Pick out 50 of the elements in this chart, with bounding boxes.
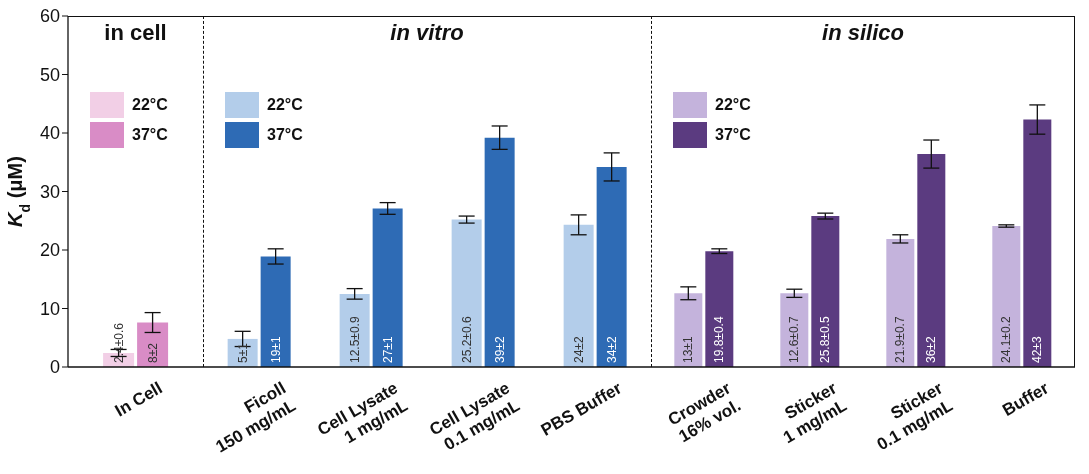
data-label: 25.2±0.6 bbox=[459, 316, 474, 363]
y-tick-label: 50 bbox=[39, 64, 60, 85]
bar bbox=[260, 256, 291, 367]
data-label: 19.8±0.4 bbox=[712, 316, 727, 363]
data-label: 36±2 bbox=[924, 336, 939, 363]
bar bbox=[1023, 119, 1052, 367]
bar bbox=[886, 238, 915, 367]
data-label: 27±1 bbox=[380, 336, 395, 363]
y-tick-label: 0 bbox=[49, 357, 60, 378]
data-label: 24.1±0.2 bbox=[999, 316, 1014, 363]
bar bbox=[484, 137, 515, 367]
data-label: 12.6±0.7 bbox=[787, 316, 802, 363]
data-label: 42±3 bbox=[1030, 336, 1045, 363]
legend-label: 37°C bbox=[132, 126, 168, 144]
y-tick-label: 30 bbox=[39, 181, 60, 202]
y-tick-label: 20 bbox=[39, 240, 60, 261]
legend-label: 22°C bbox=[715, 96, 751, 114]
bar bbox=[992, 226, 1021, 367]
chart-title: in silico bbox=[821, 20, 905, 46]
y-tick-label: 10 bbox=[39, 298, 60, 319]
bar bbox=[780, 293, 809, 367]
data-label: 24±2 bbox=[571, 336, 586, 363]
legend-label: 37°C bbox=[715, 126, 751, 144]
bar bbox=[339, 293, 370, 367]
chart-title: in cell bbox=[103, 20, 168, 46]
data-label: 21.9±0.7 bbox=[893, 316, 908, 363]
bar bbox=[451, 219, 482, 367]
legend-label: 22°C bbox=[132, 96, 168, 114]
data-label: 25.8±0.5 bbox=[818, 316, 833, 363]
data-label: 5±1 bbox=[235, 342, 250, 363]
data-label: 19±1 bbox=[268, 336, 283, 363]
x-tick-label: In Cell bbox=[111, 378, 166, 421]
data-label: 8±2 bbox=[145, 342, 160, 363]
chart-title: in vitro bbox=[389, 20, 465, 46]
bar bbox=[917, 154, 946, 367]
data-label: 39±2 bbox=[492, 336, 507, 363]
data-label: 2.4±0.6 bbox=[111, 322, 126, 363]
y-tick-label: 60 bbox=[39, 6, 60, 27]
legend-label: 37°C bbox=[267, 126, 303, 144]
bar bbox=[705, 251, 734, 367]
y-tick-label: 40 bbox=[39, 123, 60, 144]
bar bbox=[372, 208, 403, 367]
bar bbox=[811, 216, 840, 367]
data-label: 12.5±0.9 bbox=[347, 316, 362, 363]
bar bbox=[596, 166, 627, 367]
legend-label: 22°C bbox=[267, 96, 303, 114]
bar bbox=[563, 224, 594, 367]
bar bbox=[674, 293, 703, 367]
data-label: 13±1 bbox=[681, 336, 696, 363]
data-label: 34±2 bbox=[604, 336, 619, 363]
